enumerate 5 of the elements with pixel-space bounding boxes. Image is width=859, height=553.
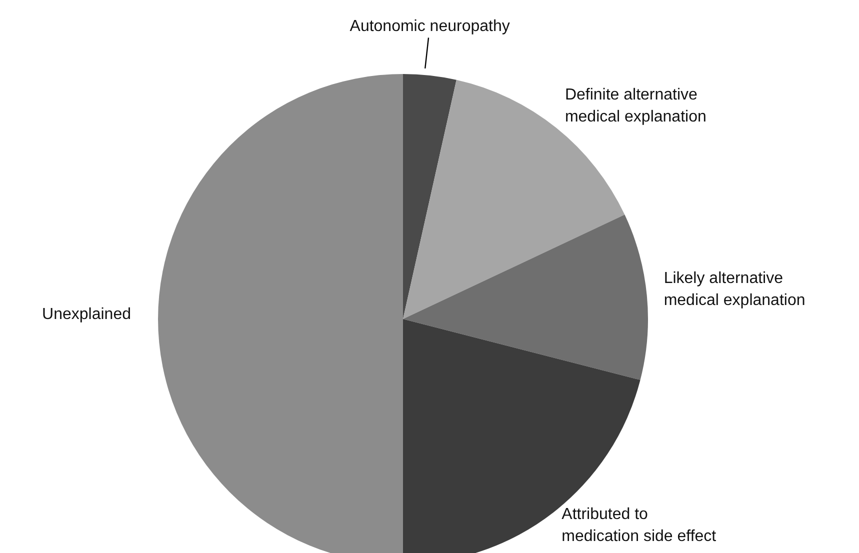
slice-label: Autonomic neuropathy xyxy=(350,18,510,35)
slice-label: Attributed to medication side effect xyxy=(562,506,717,545)
slice-label: Unexplained xyxy=(42,306,131,323)
slice-label: Likely alternative medical explanation xyxy=(664,270,806,309)
slice-label: Definite alternative medical explanation xyxy=(564,86,706,126)
